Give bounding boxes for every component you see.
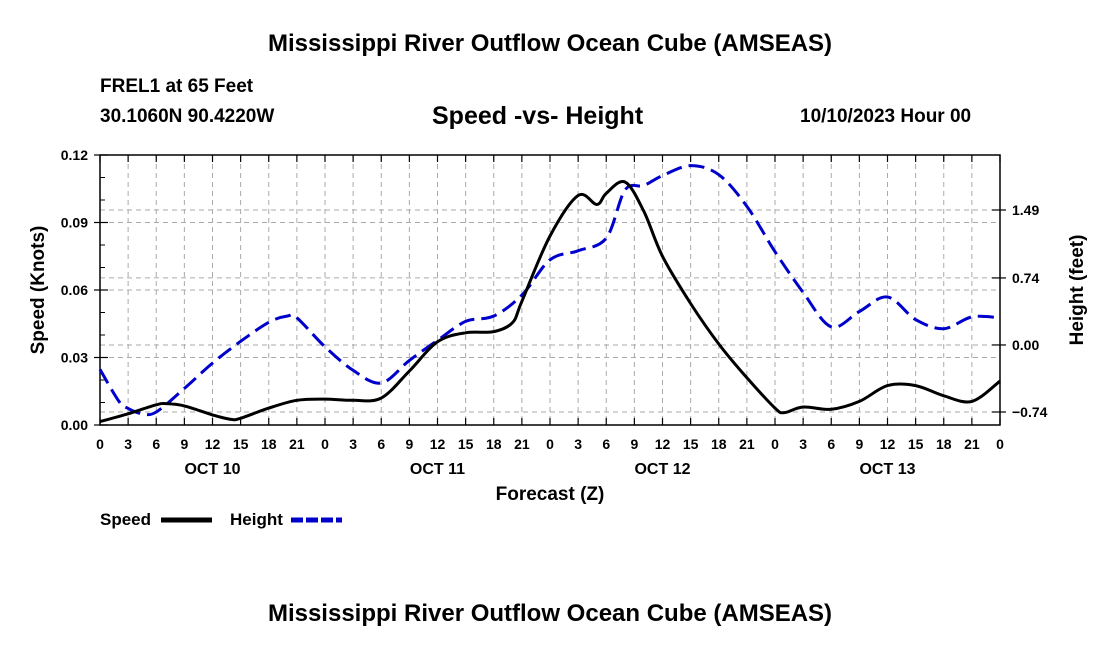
y-tick-label: 0.12 bbox=[61, 147, 88, 163]
x-tick-label: 0 bbox=[996, 436, 1004, 452]
chart-main-title: Mississippi River Outflow Ocean Cube (AM… bbox=[267, 30, 833, 57]
x-tick-label: 18 bbox=[261, 436, 277, 452]
y-tick-label: 0.09 bbox=[61, 215, 88, 231]
x-axis-title: Forecast (Z) bbox=[496, 484, 605, 505]
x-tick-label: 12 bbox=[430, 436, 446, 452]
x-tick-label: 0 bbox=[96, 436, 104, 452]
y-tick-label: 0.03 bbox=[61, 350, 88, 366]
axis-ticks bbox=[94, 154, 1006, 426]
x-tick-label: 18 bbox=[936, 436, 952, 452]
x-tick-label: 15 bbox=[908, 436, 924, 452]
y-axis-title: Speed (Knots) bbox=[28, 226, 49, 355]
footer-title: Mississippi River Outflow Ocean Cube (AM… bbox=[267, 600, 833, 627]
x-tick-label: 9 bbox=[855, 436, 863, 452]
legend-speed-label: Speed bbox=[100, 510, 151, 529]
series bbox=[98, 164, 1001, 424]
x-tick-label: 12 bbox=[205, 436, 221, 452]
tick-labels: 0 3 6 9 12 15 18 21 0 3 6 9 12 15 18 21 0 3 6 9 12 15 18 21 0 3 6 9… bbox=[61, 147, 1048, 478]
x-tick-label: 15 bbox=[233, 436, 249, 452]
day-label: OCT 10 bbox=[184, 461, 240, 478]
grid bbox=[100, 155, 1000, 425]
x-tick-label: 3 bbox=[574, 436, 582, 452]
series-line-speed bbox=[99, 179, 1001, 424]
y2-tick-label: 0.74 bbox=[1012, 270, 1039, 286]
y2-axis-title: Height (feet) bbox=[1067, 235, 1088, 346]
day-label: OCT 12 bbox=[634, 461, 690, 478]
series-line-height bbox=[98, 164, 1001, 417]
x-tick-label: 9 bbox=[630, 436, 638, 452]
coordinates-label: 30.1060N 90.4220W bbox=[100, 106, 275, 127]
legend: Speed Height bbox=[100, 510, 342, 529]
x-tick-label: 21 bbox=[964, 436, 980, 452]
x-tick-label: 12 bbox=[880, 436, 896, 452]
x-tick-label: 3 bbox=[124, 436, 132, 452]
y2-tick-label: −0.74 bbox=[1012, 404, 1048, 420]
chart-subtitle: Speed -vs- Height bbox=[432, 102, 644, 130]
x-tick-label: 0 bbox=[321, 436, 329, 452]
x-tick-label: 6 bbox=[377, 436, 385, 452]
x-tick-label: 18 bbox=[486, 436, 502, 452]
y2-tick-label: 1.49 bbox=[1012, 202, 1039, 218]
x-tick-label: 3 bbox=[799, 436, 807, 452]
x-tick-label: 3 bbox=[349, 436, 357, 452]
x-tick-label: 9 bbox=[405, 436, 413, 452]
x-tick-label: 21 bbox=[514, 436, 530, 452]
day-label: OCT 13 bbox=[859, 461, 915, 478]
y2-tick-label: 0.00 bbox=[1012, 337, 1039, 353]
x-tick-label: 21 bbox=[289, 436, 305, 452]
x-tick-label: 9 bbox=[180, 436, 188, 452]
forecast-date: 10/10/2023 Hour 00 bbox=[800, 106, 972, 127]
x-tick-label: 15 bbox=[458, 436, 474, 452]
x-tick-label: 6 bbox=[602, 436, 610, 452]
x-tick-label: 18 bbox=[711, 436, 727, 452]
x-tick-label: 6 bbox=[152, 436, 160, 452]
day-label: OCT 11 bbox=[410, 461, 465, 478]
x-tick-label: 15 bbox=[683, 436, 699, 452]
station-label: FREL1 at 65 Feet bbox=[100, 76, 254, 97]
x-tick-label: 21 bbox=[739, 436, 755, 452]
y-tick-label: 0.00 bbox=[61, 417, 88, 433]
legend-height-label: Height bbox=[230, 510, 283, 529]
x-tick-label: 6 bbox=[827, 436, 835, 452]
x-tick-label: 0 bbox=[771, 436, 779, 452]
x-tick-label: 12 bbox=[655, 436, 671, 452]
x-tick-label: 0 bbox=[546, 436, 554, 452]
y-tick-label: 0.06 bbox=[61, 282, 88, 298]
